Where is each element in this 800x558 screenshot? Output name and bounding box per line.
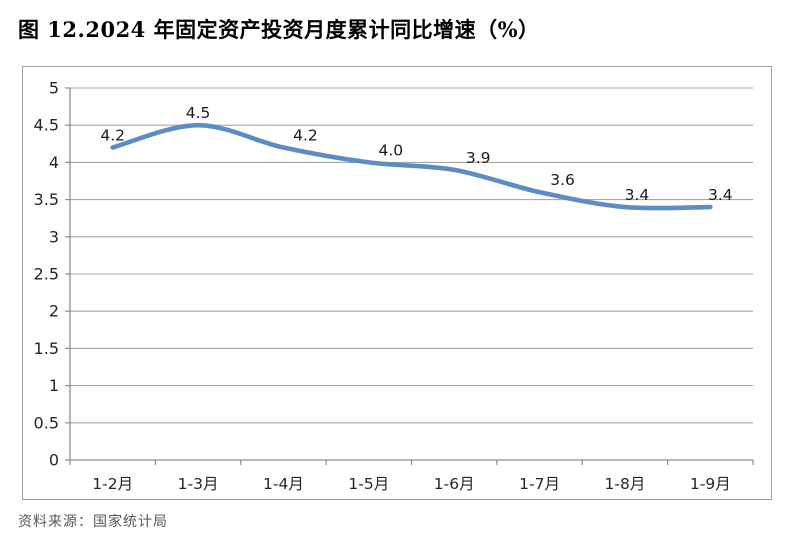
y-axis-tick-label: 1.5 (34, 339, 59, 358)
figure-title: 图 12.2024 年固定资产投资月度累计同比增速（%） (18, 17, 540, 42)
y-axis-tick-label: 0 (49, 451, 59, 470)
data-point-label: 4.2 (293, 127, 318, 145)
source-note: 资料来源：国家统计局 (18, 514, 168, 530)
data-point-label: 3.9 (466, 149, 491, 167)
y-axis-tick-label: 3.5 (34, 190, 59, 209)
x-axis-category-label: 1-5月 (348, 475, 389, 493)
data-point-label: 3.4 (708, 186, 733, 204)
data-point-label: 4.5 (186, 104, 211, 122)
y-axis-tick-label: 3 (49, 227, 59, 246)
y-axis-tick-label: 4 (49, 153, 59, 172)
x-axis-category-label: 1-3月 (178, 475, 219, 493)
x-axis-category-label: 1-6月 (434, 475, 475, 493)
data-point-label: 3.6 (550, 171, 575, 189)
data-point-label: 4.0 (378, 141, 403, 159)
y-axis-tick-label: 5 (49, 79, 59, 98)
y-axis-tick-label: 2.5 (34, 265, 59, 284)
y-axis-tick-label: 2 (49, 302, 59, 321)
y-axis-tick-label: 4.5 (34, 116, 59, 135)
data-series-line (110, 122, 713, 211)
x-axis-category-label: 1-7月 (519, 475, 560, 493)
chart-frame: 0 0.5 1 1.5 2 2.5 3 3.5 4 4.5 5 1-2月 1-3月 1-4月 1-5月 1-6… (22, 66, 772, 500)
line-chart-canvas: 0 0.5 1 1.5 2 2.5 3 3.5 4 4.5 5 1-2月 1-3月 1-4月 1-5月 1-6… (34, 79, 754, 493)
y-axis-tick-label: 0.5 (34, 413, 59, 432)
x-axis-category-label: 1-9月 (690, 475, 731, 493)
x-axis-category-label: 1-4月 (263, 475, 304, 493)
x-axis-category-label: 1-8月 (605, 475, 646, 493)
data-point-label: 4.2 (100, 127, 125, 145)
y-axis-tick-label: 1 (49, 376, 59, 395)
data-point-label: 3.4 (625, 186, 650, 204)
x-axis-category-label: 1-2月 (92, 475, 133, 493)
